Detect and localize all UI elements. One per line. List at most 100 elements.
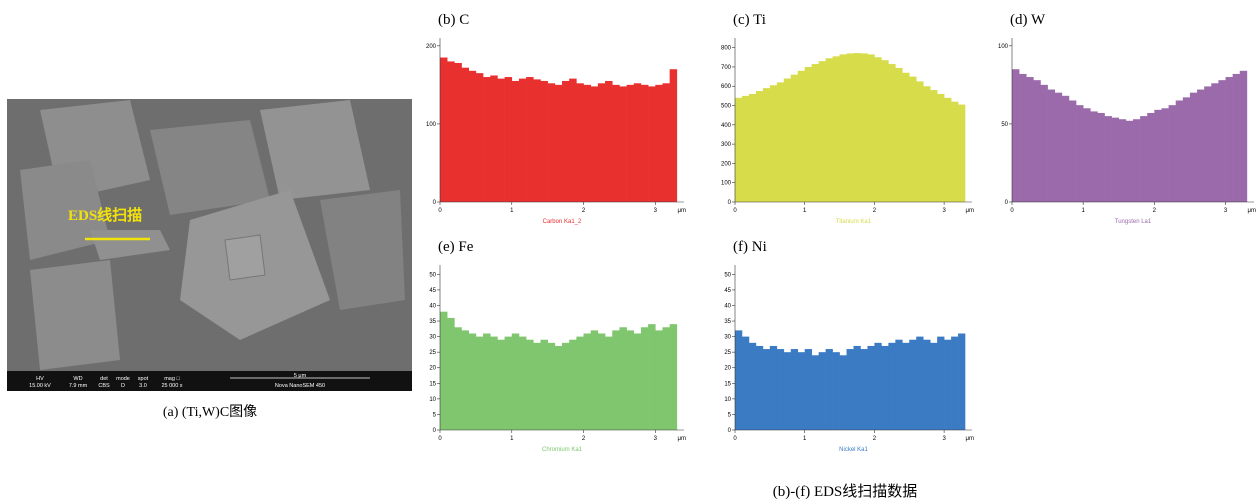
bar [490,75,498,202]
x-tick-label: 3 [1224,208,1228,214]
bar [612,84,620,202]
bar [468,70,477,202]
info-text: 3.0 [139,383,147,389]
bar [776,349,785,430]
bar [951,336,959,430]
bar [533,79,541,202]
bar [1175,100,1184,202]
x-unit: μm [678,208,686,214]
bar [1140,116,1148,202]
bar [741,336,750,430]
x-tick-label: 3 [942,436,946,442]
x-tick-label: 1 [1082,208,1086,214]
y-tick-label: 0 [728,200,732,206]
bar [1125,120,1134,202]
bar [755,345,764,430]
bar [762,349,771,430]
bar [554,84,563,202]
x-axis-label: Tungsten La1 [1115,219,1152,225]
bar [511,333,520,430]
bar [1232,73,1241,202]
bar [909,76,917,202]
bar [454,62,462,202]
bar [583,333,592,430]
bar [1133,119,1141,202]
y-tick-label: 50 [724,272,731,278]
info-text: 25 000 x [161,383,182,389]
y-tick-label: 40 [724,303,731,309]
y-tick-label: 400 [721,123,732,129]
info-text: spot [138,376,149,382]
bar [839,355,847,430]
bar [605,336,613,430]
bar [440,57,448,203]
y-tick-label: 0 [433,200,437,206]
bar [1225,77,1233,202]
x-tick-label: 1 [803,208,807,214]
bar [633,333,642,430]
bar [748,342,757,430]
bar [916,81,924,202]
y-tick-label: 20 [429,366,436,372]
x-tick-label: 0 [438,436,442,442]
bar [640,84,649,202]
y-tick-label: 20 [724,366,731,372]
bar [1161,108,1169,202]
y-tick-label: 200 [426,44,437,50]
bar [769,85,778,202]
y-tick-label: 35 [724,319,731,325]
bar [483,77,491,202]
chart-title: (d) W [1010,12,1046,28]
y-tick-label: 45 [429,288,436,294]
bar [518,336,527,430]
y-tick-label: 300 [721,142,732,148]
y-tick-label: 0 [433,428,437,434]
x-tick-label: 0 [1010,208,1014,214]
y-tick-label: 700 [721,65,732,71]
bar [447,61,455,202]
bar [776,82,785,202]
bar [804,349,812,430]
bar [655,330,663,430]
bar [533,342,541,430]
x-tick-label: 0 [733,208,737,214]
bar [612,330,620,430]
bar [526,77,534,202]
bar [475,73,484,203]
y-tick-label: 15 [429,381,436,387]
x-tick-label: 2 [873,208,877,214]
x-tick-label: 0 [733,436,737,442]
sem-image: EDS线扫描 HV 15.00 kV WD 7.9 mm det CBS mod… [7,99,412,420]
x-tick-label: 2 [873,436,877,442]
bar [468,333,477,430]
bar [881,345,889,430]
bar [818,352,826,430]
y-tick-label: 50 [429,272,436,278]
bar [790,74,799,202]
y-tick-label: 45 [724,288,731,294]
y-tick-label: 800 [721,46,732,52]
bar [1047,89,1056,202]
bar [605,80,613,202]
bar [762,88,771,202]
info-text: det [100,376,108,382]
info-text: 5 μm [294,373,307,379]
bar [1040,84,1048,202]
info-text: CBS [98,383,110,389]
bar [832,56,840,203]
bar [461,67,470,202]
bar [1111,117,1120,202]
bar [930,90,938,202]
info-text: 15.00 kV [29,383,51,389]
x-tick-label: 1 [510,208,514,214]
bar [895,339,903,430]
bar [853,345,861,430]
bar [562,342,570,430]
bar [1076,105,1084,202]
bar [633,83,642,202]
bar [483,333,491,430]
bar [748,93,757,202]
bar [741,95,750,202]
y-tick-label: 5 [728,412,732,418]
